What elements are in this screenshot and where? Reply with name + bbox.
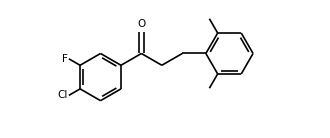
Text: Cl: Cl bbox=[57, 90, 68, 100]
Text: F: F bbox=[62, 54, 68, 64]
Text: O: O bbox=[137, 19, 146, 29]
